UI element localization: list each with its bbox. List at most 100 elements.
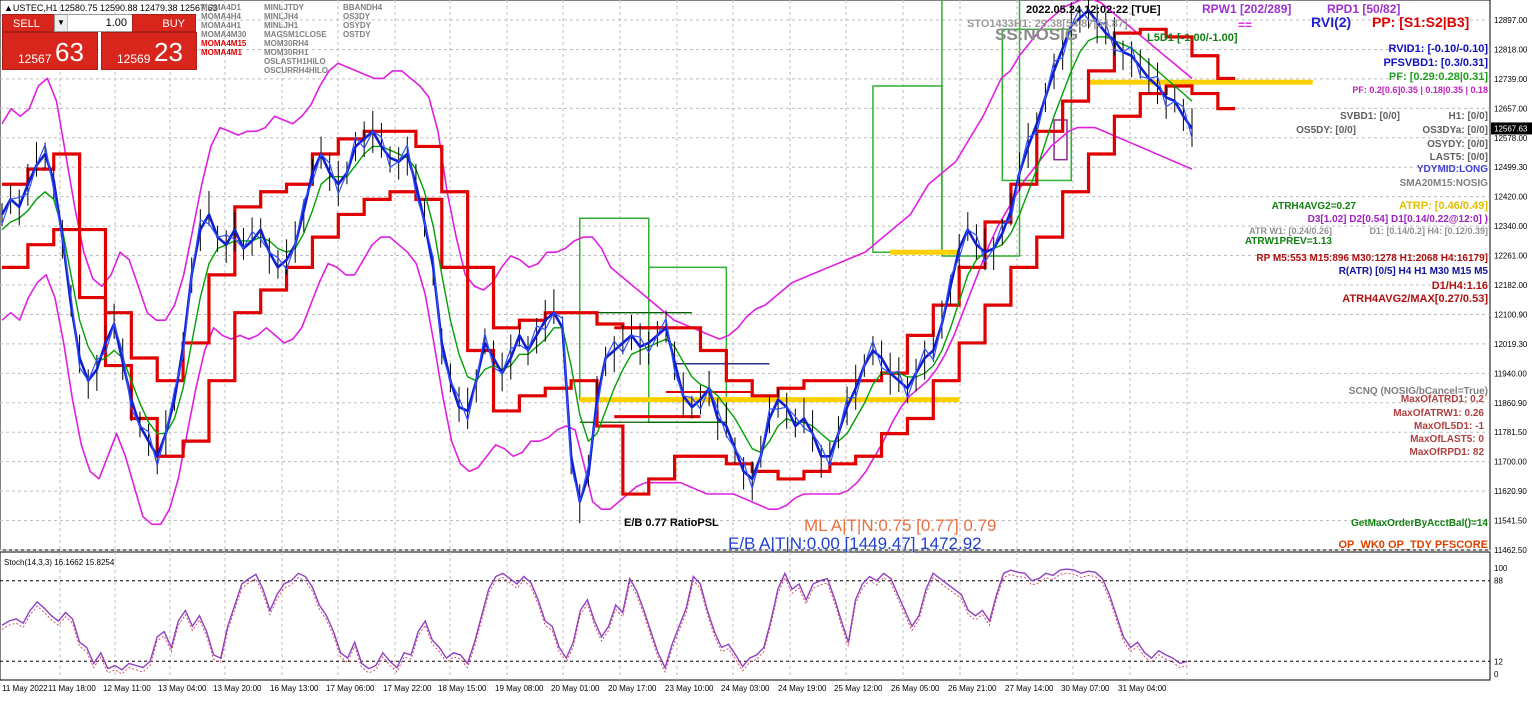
- price-axis-label: 11781.50: [1494, 428, 1527, 437]
- indicator-name: MINLJTDY: [264, 3, 305, 12]
- stoch-axis-label: 88: [1494, 577, 1503, 586]
- info-row: SVBD1: [0/0]: [1340, 111, 1400, 122]
- eb-line-label: E/B A|T|N:0.00 [1449.47] 1472.92: [728, 534, 982, 553]
- indicator-name: MOMA4H4: [201, 12, 242, 21]
- info-row: MaxOfRPD1: 82: [1410, 447, 1485, 458]
- current-price-label: 12567.63: [1494, 124, 1528, 133]
- time-axis-label: 27 May 14:00: [1005, 684, 1054, 693]
- buy-quote[interactable]: 12569 23: [101, 32, 197, 70]
- info-row: GetMaxOrderByAcctBal()=14: [1351, 518, 1488, 529]
- buy-button[interactable]: BUY: [132, 14, 196, 32]
- indicator-name: MOMA4M1: [201, 48, 242, 57]
- price-axis-label: 11462.50: [1494, 546, 1527, 555]
- info-row: RP M5:553 M15:896 M30:1278 H1:2068 H4:16…: [1256, 253, 1488, 264]
- price-line-secondary: [1, 7, 1193, 503]
- price-axis-label: 12420.00: [1494, 193, 1528, 202]
- stoch-axis-label: 100: [1494, 564, 1508, 573]
- indicator-name: MINLJH4: [264, 12, 299, 21]
- sell-quote[interactable]: 12567 63: [2, 32, 98, 70]
- signal-boxes: [579, 0, 1073, 424]
- info-row: PFSVBD1: [0.3/0.31]: [1383, 57, 1488, 69]
- stoch-axis-label: 0: [1494, 670, 1499, 679]
- info-row: D1: [0.14/0.2] H4: [0.12/0.39]: [1369, 226, 1488, 236]
- upper-envelope-line: [1, 0, 1193, 340]
- price-axis-label: 12578.00: [1494, 134, 1528, 143]
- info-row: OS3DYa: [0/0]: [1422, 125, 1488, 136]
- info-row: MaxOfATRD1: 0.2: [1401, 394, 1485, 405]
- ss-nosig-label: SS:NOSIG: [995, 25, 1078, 44]
- one-click-trading-panel: SELL ▼ 1.00 ▲ BUY 12567 63 12569 23: [2, 14, 198, 70]
- info-row: YDYMID:LONG: [1417, 164, 1488, 175]
- indicator-name: MAGSM1CLOSE: [264, 30, 327, 39]
- info-row: LAST5: [0/0]: [1430, 152, 1488, 163]
- stoch-signal-line: [1, 572, 1188, 675]
- indicator-name: OSTDY: [343, 30, 371, 39]
- stochastic-panel: [0, 568, 1490, 675]
- indicator-name: MOMA4H1: [201, 21, 242, 30]
- info-row: SMA20M15:NOSIG: [1400, 178, 1489, 189]
- price-axis-label: 12182.00: [1494, 281, 1528, 290]
- time-axis-label: 11 May 2022: [2, 684, 48, 693]
- sto-label: STO1433H1: 29.38[54.87|54.87]: [967, 18, 1128, 30]
- eb-ratio-label: E/B 0.77 RatioPSL: [624, 517, 719, 529]
- price-axis-label: 11541.50: [1494, 517, 1527, 526]
- stoch-plot-frame: [0, 551, 1491, 681]
- time-axis-label: 13 May 04:00: [158, 684, 207, 693]
- price-axis-label: 12100.90: [1494, 310, 1528, 319]
- price-series: [0, 0, 1236, 526]
- eq-marks: ==: [1238, 18, 1252, 32]
- info-row: R(ATR) [0/5] H4 H1 M30 M15 M5: [1339, 266, 1489, 277]
- price-axis-label: 11940.00: [1494, 369, 1527, 378]
- indicator-name: MOM30RH4: [264, 39, 309, 48]
- indicator-name: OS3DY: [343, 12, 371, 21]
- indicator-name: MOMA4M15: [201, 39, 247, 48]
- price-axis-label: 12340.00: [1494, 222, 1528, 231]
- rvi-label: RVI(2): [1311, 14, 1351, 30]
- time-axis-label: 24 May 19:00: [778, 684, 827, 693]
- time-axis-label: 26 May 21:00: [948, 684, 997, 693]
- lower-envelope-line: [1, 126, 1193, 526]
- time-axis-label: 19 May 08:00: [495, 684, 544, 693]
- indicator-name: MOMA4D1: [201, 3, 242, 12]
- sell-price-big: 63: [55, 37, 84, 67]
- signal-box: [1053, 119, 1068, 161]
- symbol-header: ▲USTEC,H1 12580.75 12590.88 12479.38 125…: [4, 3, 218, 13]
- info-row: PF: [0.29:0.28|0.31]: [1389, 71, 1488, 83]
- time-axis-label: 20 May 01:00: [551, 684, 600, 693]
- time-axis-label: 20 May 17:00: [608, 684, 657, 693]
- indicator-name: MOM30RH1: [264, 48, 309, 57]
- time-axis-label: 18 May 15:00: [438, 684, 487, 693]
- price-axis-label: 12818.00: [1494, 45, 1528, 54]
- indicator-name: OSLASTH1HILO: [264, 57, 326, 66]
- lot-size-value[interactable]: 1.00: [105, 17, 127, 29]
- time-axis-label: 30 May 07:00: [1061, 684, 1110, 693]
- time-axis-label: 31 May 04:00: [1118, 684, 1167, 693]
- info-panel-right: RVID1: [-0.10/-0.10] PFSVBD1: [0.3/0.31] P…: [1245, 43, 1489, 551]
- time-axis-label: 12 May 11:00: [103, 684, 151, 693]
- info-row: OSYDY: [0/0]: [1427, 139, 1488, 150]
- info-row: MaxOfLAST5: 0: [1410, 434, 1484, 445]
- indicator-list-minlj: MINLJTDYMINLJH4MINLJH1MAGSM1CLOSEMOM30RH…: [264, 3, 328, 75]
- price-axis-label: 11620.90: [1494, 487, 1527, 496]
- info-row: SCNQ (NOSIG/bCancel=True): [1349, 386, 1488, 397]
- info-row: OP_WK0 OP_TDY PFSCORE: [1338, 539, 1488, 551]
- time-axis-label: 25 May 12:00: [834, 684, 883, 693]
- indicator-name: BBANDH4: [343, 3, 383, 12]
- time-axis-label: 17 May 22:00: [383, 684, 432, 693]
- price-axis-label: 12897.00: [1494, 16, 1528, 25]
- time-axis-label: 17 May 06:00: [326, 684, 375, 693]
- info-row: OS5DY: [0/0]: [1296, 125, 1356, 136]
- lower-channel-line: [2, 84, 1236, 496]
- signal-box: [579, 217, 650, 401]
- price-axis-label: 12657.00: [1494, 104, 1528, 113]
- time-axis-label: 13 May 20:00: [213, 684, 262, 693]
- price-axis-label: 12019.30: [1494, 340, 1528, 349]
- info-row: PF: 0.2[0.6]0.35 | 0.18|0.35 | 0.18: [1352, 85, 1488, 95]
- price-axis-label: 11860.90: [1494, 399, 1527, 408]
- info-row: MaxOfL5D1: -1: [1414, 421, 1484, 432]
- info-row: ATRH4AVG2=0.27: [1272, 201, 1357, 212]
- lot-decrease-icon[interactable]: ▼: [55, 15, 68, 31]
- buy-price-small: 12569: [117, 52, 151, 66]
